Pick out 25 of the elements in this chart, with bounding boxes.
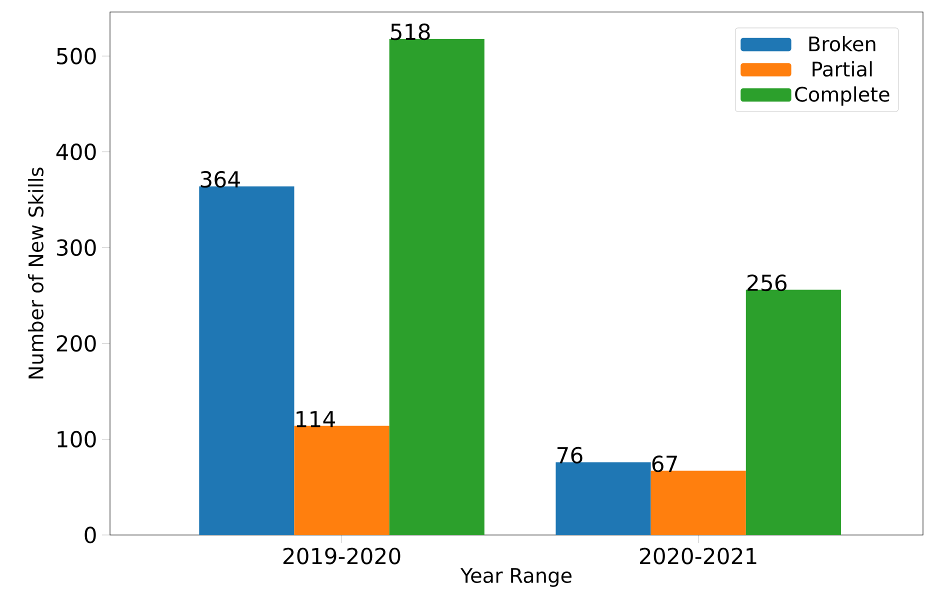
bar — [389, 38, 484, 535]
y-tick-label: 400 — [56, 144, 96, 160]
bar — [294, 426, 390, 535]
y-tick-label: 0 — [84, 526, 96, 544]
legend-label: Partial — [812, 61, 872, 77]
y-axis-title: Number of New Skills — [28, 168, 44, 378]
data-label: 364 — [200, 171, 240, 188]
y-tick-label: 100 — [58, 430, 96, 448]
bar — [650, 470, 746, 535]
y-tick-label: 500 — [57, 48, 96, 64]
y-tick-label: 300 — [56, 239, 96, 256]
bar — [199, 186, 294, 535]
bar — [556, 462, 651, 535]
x-tick-label: 2020-2021 — [640, 548, 756, 564]
data-label: 114 — [296, 411, 335, 428]
legend-label: Broken — [809, 36, 876, 52]
data-label: 256 — [748, 274, 786, 292]
x-axis-title: Year Range — [460, 568, 572, 587]
data-label: 67 — [652, 456, 677, 472]
x-tick-label: 2019-2020 — [283, 548, 400, 564]
y-tick-label: 200 — [56, 335, 96, 352]
data-label: 518 — [391, 24, 430, 40]
bar — [746, 290, 841, 535]
legend-label: Complete — [795, 86, 890, 106]
data-label: 76 — [558, 446, 582, 464]
